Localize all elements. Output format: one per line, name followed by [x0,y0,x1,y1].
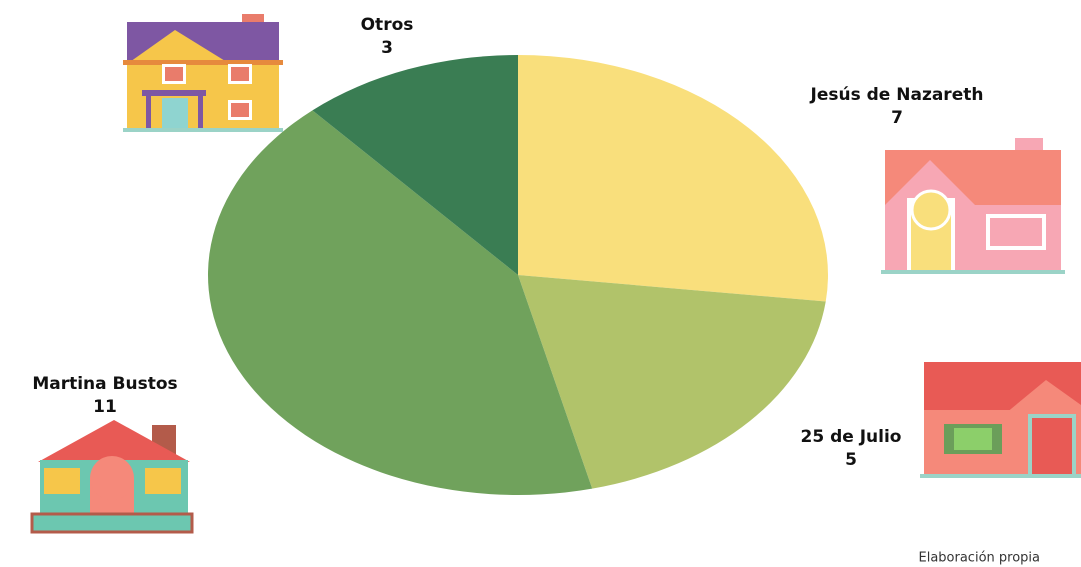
source-note: Elaboración propia [919,551,1041,566]
house-icon [30,420,194,534]
slice-value: 7 [891,108,903,128]
slice-label: Jesús de Nazareth [810,85,984,105]
pie-slice [518,275,826,489]
house-icon [123,14,283,132]
slice-value: 11 [93,397,117,417]
pie-slice [312,55,518,275]
slice-label: 25 de Julio [801,427,902,447]
house-icon [920,362,1081,478]
pie-slice [207,110,593,495]
slice-value: 5 [845,450,857,470]
pie [207,55,828,495]
pie-slice [518,55,828,302]
labels: Jesús de Nazareth 7 25 de Julio 5 Martina Bu… [32,15,983,470]
slice-label: Otros [361,15,414,35]
house-icon [881,138,1065,274]
slice-value: 3 [381,38,393,58]
slice-label: Martina Bustos [32,374,177,394]
